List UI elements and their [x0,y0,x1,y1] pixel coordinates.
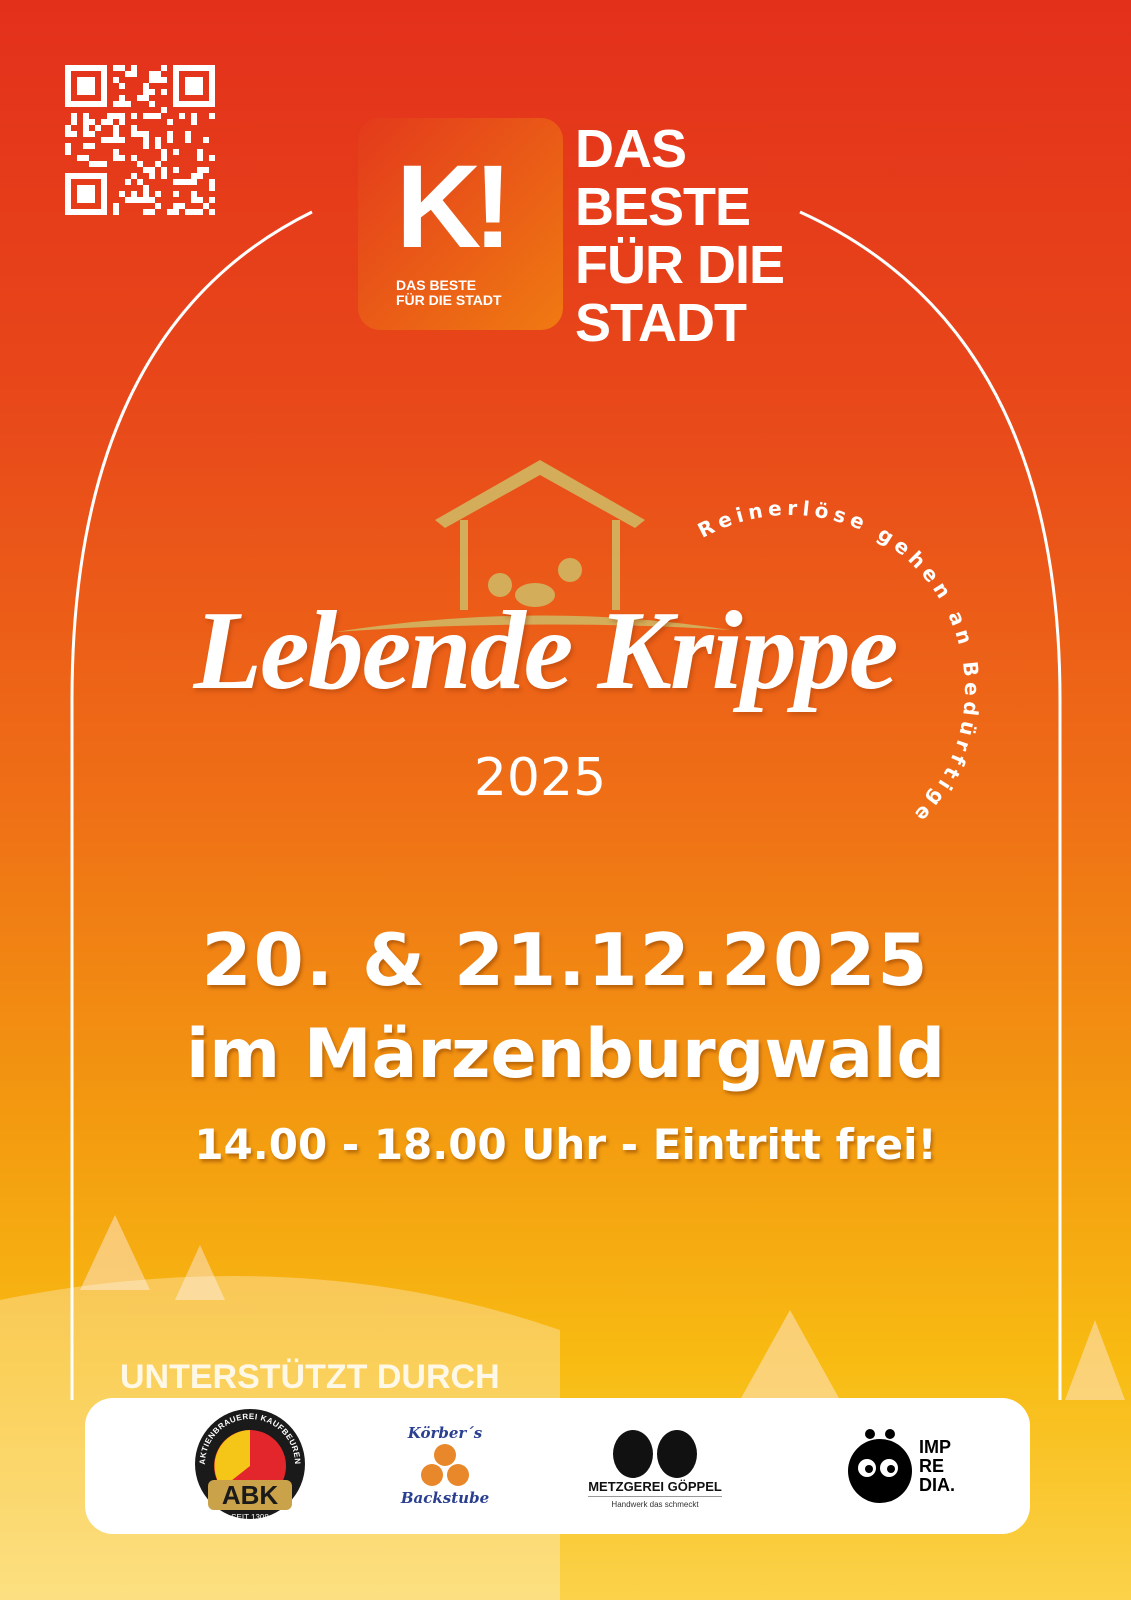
slogan-line: BESTE [575,177,751,237]
slogan: DAS BESTE FÜR DIE STADT [575,119,785,353]
sponsor-impredia-logo: IMP RE DIA. [830,1398,970,1534]
event-year: 2025 [473,748,607,808]
abk-name: ABK [222,1480,279,1510]
logo-small-line: FÜR DIE STADT [396,292,502,308]
sponsor-abk-logo: AKTIENBRAUEREI KAUFBEUREN ABK SEIT 1308 [185,1398,315,1534]
pigs-icon [613,1429,697,1478]
koerber-bottom: Backstube [400,1489,490,1507]
arch-outline [70,210,1062,1400]
mascot-icon [848,1429,912,1503]
koerber-top: Körber´s [407,1424,483,1442]
sponsor-koerber-logo: Körber´s Backstube [395,1398,495,1534]
abk-since: SEIT 1308 [231,1513,269,1522]
slogan-line: FÜR DIE [575,235,785,295]
kaufbeuren-logo: K! DAS BESTE FÜR DIE STADT [358,118,563,330]
slogan-line: STADT [575,293,747,353]
event-date: 20. & 21.12.2025 [201,918,930,1002]
event-time: 14.00 - 18.00 Uhr - Eintritt frei! [194,1120,937,1169]
sponsors-heading: UNTERSTÜTZT DURCH [120,1358,500,1396]
nativity-stable-icon [335,460,730,632]
logo-small-text: DAS BESTE FÜR DIE STADT [396,278,502,308]
event-title: Lebende Krippe [193,589,899,713]
logo-letters: K! [396,141,512,273]
goeppel-tagline: Handwerk das schmeckt [611,1499,699,1509]
impredia-text: IMP RE DIA. [919,1436,955,1495]
sponsor-goeppel-logo: METZGEREI GÖPPEL Handwerk das schmeckt [575,1398,735,1534]
rolls-icon [421,1444,469,1486]
qr-code[interactable] [65,65,215,215]
slogan-line: DAS [575,119,687,179]
goeppel-name: METZGEREI GÖPPEL [588,1479,722,1497]
logo-small-line: DAS BESTE [396,277,477,293]
trees [80,1215,1125,1400]
sponsors-panel: AKTIENBRAUEREI KAUFBEUREN ABK SEIT 1308 … [85,1398,1030,1534]
event-location: im Märzenburgwald [185,1015,946,1094]
